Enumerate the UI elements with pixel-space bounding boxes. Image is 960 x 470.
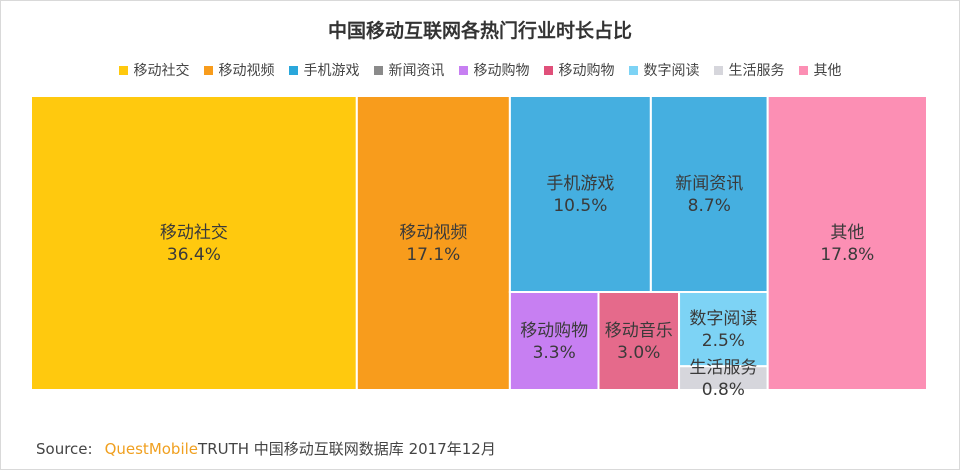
cell-name-label: 数字阅读 <box>689 309 757 329</box>
legend: 移动社交 移动视频 手机游戏 新闻资讯 移动购物 移动购物 数字阅读 生活服务 其他 <box>0 60 960 80</box>
legend-swatch <box>458 65 468 75</box>
cell-value-label: 2.5% <box>702 331 745 351</box>
legend-label: 数字阅读 <box>643 63 700 79</box>
cell-name-label: 新闻资讯 <box>675 174 743 194</box>
cell-name-label: 移动视频 <box>399 223 467 243</box>
legend-label: 移动视频 <box>218 63 275 79</box>
cell-value-label: 8.7% <box>688 196 731 216</box>
legend-swatch <box>288 65 298 75</box>
treemap-cell <box>597 291 681 391</box>
cell-name-label: 移动音乐 <box>605 321 673 341</box>
legend-label: 移动购物 <box>473 63 530 79</box>
treemap-cell <box>508 291 600 391</box>
treemap-cell <box>649 95 769 293</box>
cell-name-label: 移动购物 <box>520 321 588 341</box>
cell-value-label: 36.4% <box>167 245 221 265</box>
legend-swatch <box>628 65 638 75</box>
treemap-cell <box>508 95 652 293</box>
legend-swatch <box>118 65 128 75</box>
source-text: TRUTH 中国移动互联网数据库 2017年12月 <box>198 440 496 458</box>
treemap-cell <box>30 95 358 391</box>
source-prefix: Source: <box>36 440 93 458</box>
source-note: Source: QuestMobileTRUTH 中国移动互联网数据库 2017年… <box>36 438 496 459</box>
treemap-cell <box>766 95 928 391</box>
legend-label: 移动购物 <box>558 63 615 79</box>
treemap-cell <box>355 95 511 391</box>
cell-name-label: 其他 <box>830 223 864 243</box>
cell-value-label: 3.3% <box>533 343 576 363</box>
chart-title: 中国移动互联网各热门行业时长占比 <box>327 20 632 42</box>
legend-item: 移动视频 <box>203 60 275 80</box>
legend-item: 移动购物 <box>543 60 615 80</box>
cell-name-label: 生活服务 <box>689 358 757 378</box>
legend-item: 数字阅读 <box>628 60 700 80</box>
cell-name-label: 手机游戏 <box>546 174 614 194</box>
legend-swatch <box>373 65 383 75</box>
legend-swatch <box>203 65 213 75</box>
cell-name-label: 移动社交 <box>160 223 228 243</box>
cell-value-label: 3.0% <box>617 343 660 363</box>
legend-label: 其他 <box>813 63 842 79</box>
legend-swatch <box>713 65 723 75</box>
legend-item: 移动社交 <box>118 60 190 80</box>
legend-item: 手机游戏 <box>288 60 360 80</box>
legend-item: 其他 <box>798 60 842 80</box>
legend-swatch <box>543 65 553 75</box>
legend-label: 手机游戏 <box>303 63 360 79</box>
source-brand: QuestMobile <box>104 440 199 458</box>
legend-swatch <box>798 65 808 75</box>
legend-label: 新闻资讯 <box>388 63 445 79</box>
cell-value-label: 17.8% <box>820 245 874 265</box>
cell-value-label: 10.5% <box>553 196 607 216</box>
legend-label: 移动社交 <box>133 63 190 79</box>
legend-label: 生活服务 <box>728 63 785 79</box>
legend-item: 移动购物 <box>458 60 530 80</box>
legend-item: 新闻资讯 <box>373 60 445 80</box>
cell-value-label: 17.1% <box>406 245 460 265</box>
legend-item: 生活服务 <box>713 60 785 80</box>
cell-value-label: 0.8% <box>702 380 745 400</box>
